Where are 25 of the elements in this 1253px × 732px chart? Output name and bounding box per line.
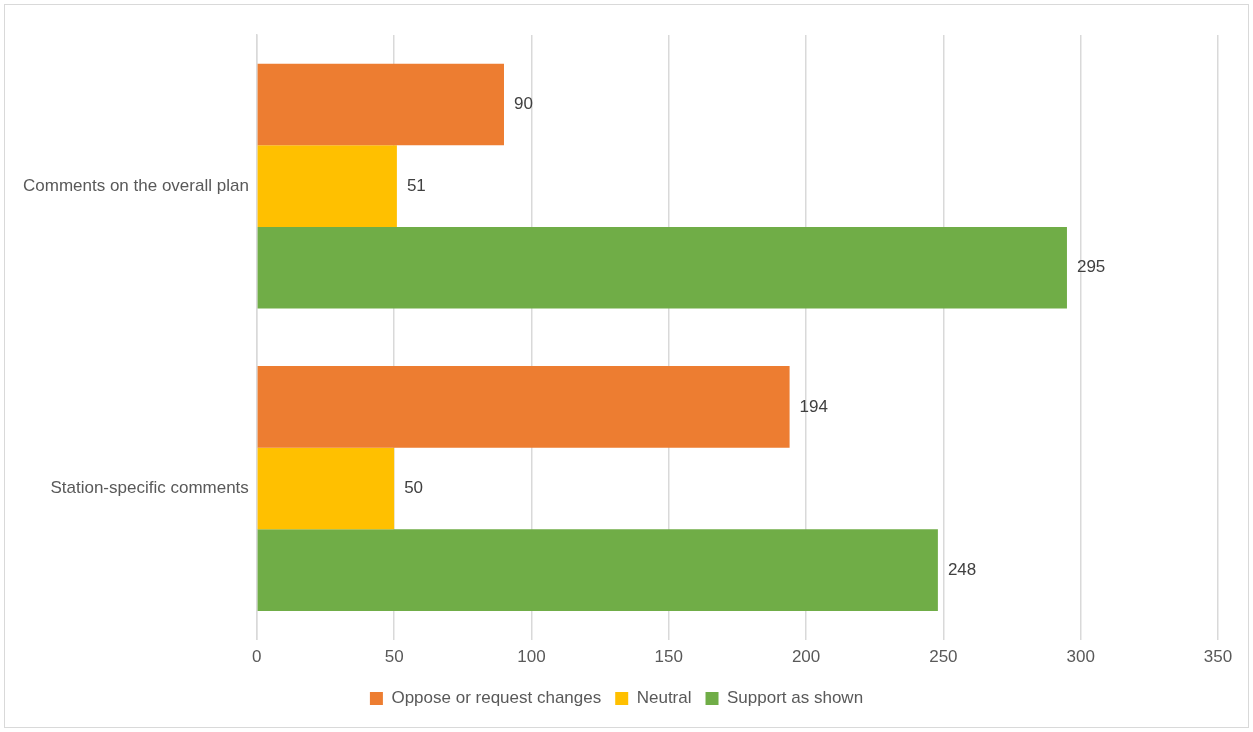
data-label: 194 [799, 396, 828, 416]
x-tick-label: 0 [252, 647, 262, 667]
data-label: 295 [1076, 257, 1106, 277]
bar [257, 63, 504, 146]
y-tick-label: Comments on the overall plan [23, 175, 249, 195]
data-label: 248 [947, 559, 977, 579]
x-tick-label: 150 [654, 647, 683, 667]
x-tick-label: 250 [929, 647, 958, 667]
data-label: 51 [406, 175, 426, 195]
data-label: 90 [513, 94, 533, 114]
bar [257, 447, 395, 530]
x-tick-label: 350 [1203, 647, 1233, 667]
legend-label: Oppose or request changes [391, 688, 602, 708]
bar [257, 529, 938, 611]
y-tick-label: Station-specific comments [50, 478, 249, 498]
bar [257, 145, 397, 227]
bar [257, 366, 790, 448]
x-tick-label: 200 [791, 647, 821, 667]
bar [257, 226, 1067, 309]
x-tick-label: 300 [1066, 647, 1095, 667]
legend-label: Neutral [636, 688, 692, 708]
x-tick-label: 100 [517, 647, 546, 667]
data-label: 50 [404, 478, 424, 498]
x-tick-label: 50 [384, 647, 404, 667]
legend-label: Support as shown [727, 688, 864, 708]
